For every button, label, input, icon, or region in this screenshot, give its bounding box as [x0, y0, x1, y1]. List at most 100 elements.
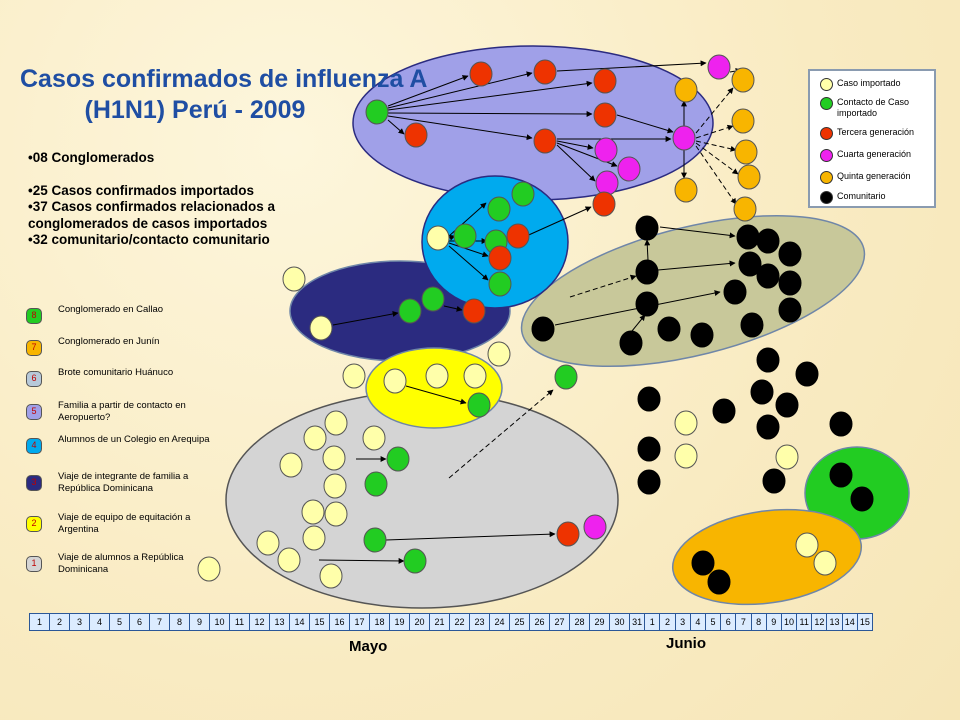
cluster-legend-label: Alumnos de un Colegio en Arequipa: [58, 434, 210, 445]
timeline-day-may: 24: [489, 613, 510, 631]
timeline-day-may: 14: [289, 613, 310, 631]
case-fifth: [674, 177, 698, 203]
timeline-day-june: 6: [720, 613, 737, 631]
timeline-day-may: 15: [309, 613, 330, 631]
transmission-arrow: [387, 110, 593, 117]
case-community: [778, 297, 802, 323]
cluster-legend-item: 2 Viaje de equipo de equitación a Argenti…: [26, 512, 226, 542]
case-legend: Caso importado Contacto de Caso importado…: [808, 69, 936, 208]
case-fourth: [595, 170, 619, 196]
transmission-arrow: [448, 389, 554, 479]
case-swatch: [820, 191, 833, 204]
case-imported: [319, 563, 343, 589]
cluster-legend-label: Viaje de integrante de familia a Repúbli…: [58, 471, 189, 494]
transmission-arrow: [556, 140, 594, 150]
case-contact: [487, 196, 511, 222]
timeline-day-may: 2: [49, 613, 70, 631]
cluster-swatch: 4: [26, 438, 42, 454]
case-community: [829, 411, 853, 437]
month-may-label: Mayo: [349, 638, 388, 655]
case-community: [619, 330, 643, 356]
transmission-arrow: [695, 142, 739, 175]
transmission-arrow: [556, 60, 707, 72]
transmission-arrow: [695, 87, 734, 134]
case-third: [506, 223, 530, 249]
case-imported: [324, 410, 348, 436]
transmission-arrow: [569, 274, 637, 298]
case-community: [738, 251, 762, 277]
transmission-arrow: [659, 226, 736, 239]
title-line-2: (H1N1) Perú - 2009: [84, 96, 306, 124]
case-third: [593, 68, 617, 94]
summary-bullets: •08 Conglomerados •25 Casos confirmados …: [28, 150, 328, 249]
timeline-day-may: 6: [129, 613, 150, 631]
month-june-label: Junio: [666, 635, 706, 652]
case-third: [488, 245, 512, 271]
case-imported: [342, 363, 366, 389]
cluster-legend-item: 8 Conglomerado en Callao: [26, 304, 226, 334]
timeline-day-may: 17: [349, 613, 370, 631]
transmission-arrow: [556, 144, 596, 182]
bullet-related: •37 Casos confirmados relacionados a con…: [28, 199, 276, 231]
timeline-day-june: 9: [765, 613, 782, 631]
case-imported: [282, 266, 306, 292]
cluster-legend-label: Conglomerado en Callao: [58, 304, 164, 315]
timeline-day-june: 2: [659, 613, 676, 631]
case-community: [707, 569, 731, 595]
case-fifth: [734, 139, 758, 165]
case-community: [635, 215, 659, 241]
case-imported: [674, 410, 698, 436]
case-fourth: [707, 54, 731, 80]
transmission-arrow: [387, 119, 405, 135]
cluster-legend-label: Viaje de equipo de equitación a Argentin…: [58, 512, 191, 535]
case-fourth: [583, 514, 607, 540]
case-legend-label: Contacto de Caso importado: [837, 97, 910, 118]
case-swatch: [820, 97, 833, 110]
transmission-arrow: [657, 260, 736, 271]
case-contact: [453, 223, 477, 249]
transmission-arrow: [448, 242, 489, 258]
timeline-day-may: 4: [89, 613, 110, 631]
case-imported: [463, 363, 487, 389]
case-third: [533, 59, 557, 85]
timeline-day-may: 3: [69, 613, 90, 631]
case-community: [691, 550, 715, 576]
case-imported: [323, 473, 347, 499]
case-imported: [383, 368, 407, 394]
timeline-day-june: 13: [826, 613, 843, 631]
timeline-day-june: 12: [811, 613, 828, 631]
timeline-day-may: 22: [449, 613, 470, 631]
transmission-arrow: [332, 311, 399, 326]
timeline-day-may: 7: [149, 613, 170, 631]
cluster-legend-label: Brote comunitario Huánuco: [58, 367, 174, 378]
case-community: [850, 486, 874, 512]
case-community: [762, 468, 786, 494]
transmission-arrow: [318, 557, 405, 564]
case-imported: [301, 499, 325, 525]
case-legend-label: Tercera generación: [837, 127, 915, 137]
case-legend-label: Caso importado: [837, 78, 901, 88]
timeline-day-may: 12: [249, 613, 270, 631]
timeline: 1 2 3 4 5 6 7 8 9 10 11 12 13 14 15 16 17 18 19 20 21 22 23 24 2…: [29, 613, 873, 631]
case-community: [736, 224, 760, 250]
case-fifth: [733, 196, 757, 222]
timeline-day-may: 18: [369, 613, 390, 631]
case-community: [795, 361, 819, 387]
case-community: [531, 316, 555, 342]
cluster-swatch: 7: [26, 340, 42, 356]
case-swatch: [820, 149, 833, 162]
transmission-arrow: [631, 314, 646, 332]
cluster-swatch: 3: [26, 475, 42, 491]
case-imported: [324, 501, 348, 527]
transmission-arrow: [695, 145, 737, 205]
cluster-swatch: 1: [26, 556, 42, 572]
case-circles: [197, 54, 874, 595]
case-community: [723, 279, 747, 305]
timeline-day-may: 28: [569, 613, 590, 631]
case-swatch: [820, 127, 833, 140]
case-contact: [511, 181, 535, 207]
timeline-day-june: 1: [644, 613, 661, 631]
timeline-day-may: 8: [169, 613, 190, 631]
case-community: [756, 228, 780, 254]
transmission-arrow: [521, 206, 592, 239]
